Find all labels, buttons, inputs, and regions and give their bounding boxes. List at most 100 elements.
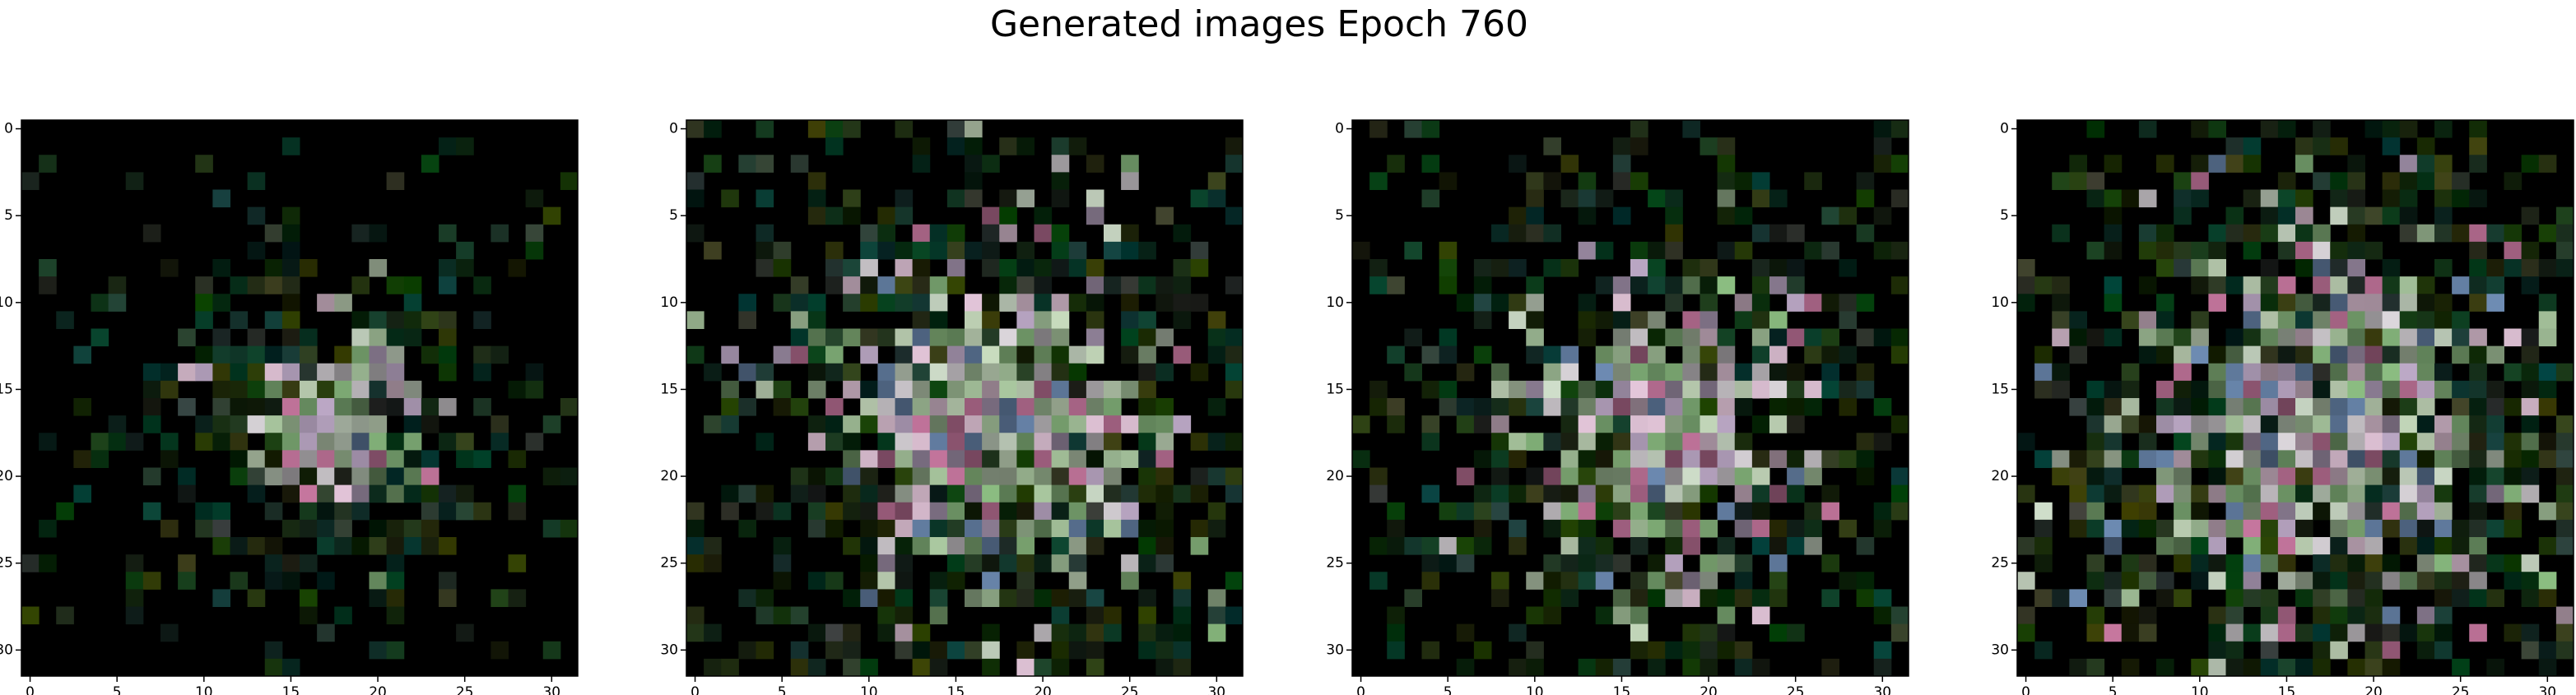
- pixel: [386, 537, 405, 555]
- pixel: [2243, 623, 2262, 642]
- pixel: [1682, 433, 1700, 451]
- pixel: [300, 519, 318, 538]
- pixel: [2347, 554, 2365, 572]
- pixel: [281, 206, 300, 225]
- pixel: [1207, 467, 1226, 486]
- pixel: [2555, 224, 2574, 243]
- pixel: [300, 450, 318, 468]
- pixel: [2156, 259, 2174, 277]
- pixel: [999, 450, 1017, 468]
- pixel: [1473, 484, 1492, 503]
- pixel: [2243, 398, 2262, 416]
- pixel: [300, 380, 318, 399]
- pixel: [230, 398, 249, 416]
- pixel: [1016, 502, 1035, 521]
- pixel: [1086, 380, 1104, 399]
- pixel: [946, 241, 965, 260]
- pixel: [2452, 519, 2470, 538]
- pixel: [2191, 484, 2209, 503]
- pixel: [2225, 450, 2244, 468]
- pixel: [929, 537, 948, 555]
- pixel: [1648, 276, 1666, 294]
- pixel: [843, 433, 861, 451]
- pixel: [1700, 519, 1718, 538]
- pixel: [877, 484, 895, 503]
- pixel: [2313, 502, 2331, 521]
- pixel: [2138, 519, 2157, 538]
- pixel: [756, 606, 774, 625]
- pixel: [1717, 589, 1736, 607]
- pixel: [843, 623, 861, 642]
- figure-title: Generated images Epoch 760: [990, 3, 1528, 45]
- pixel: [2260, 606, 2279, 625]
- pixel: [1648, 433, 1666, 451]
- pixel: [1086, 328, 1104, 347]
- pixel: [825, 433, 844, 451]
- pixel: [738, 589, 756, 607]
- pixel: [965, 398, 983, 416]
- pixel: [1648, 589, 1666, 607]
- pixel: [2121, 606, 2140, 625]
- pixel: [2382, 120, 2401, 138]
- pixel: [929, 519, 948, 538]
- pixel: [2330, 398, 2348, 416]
- pixel: [2191, 380, 2209, 399]
- pixel: [1839, 259, 1858, 277]
- pixel: [2277, 554, 2296, 572]
- pixel: [281, 572, 300, 590]
- pixel: [2347, 259, 2365, 277]
- pixel: [2399, 363, 2418, 382]
- pixel: [895, 241, 914, 260]
- pixel: [195, 502, 213, 521]
- pixel: [2330, 328, 2348, 347]
- pixel: [2486, 450, 2504, 468]
- pixel: [2104, 467, 2123, 486]
- pixel: [1086, 641, 1104, 660]
- y-tick-label: 5: [1335, 207, 1344, 224]
- pixel: [790, 345, 809, 364]
- pixel: [1612, 467, 1631, 486]
- pixel: [2330, 554, 2348, 572]
- pixel: [2104, 189, 2123, 208]
- x-tick-label: 5: [1444, 684, 1453, 695]
- pixel: [1086, 502, 1104, 521]
- pixel: [860, 259, 878, 277]
- pixel: [999, 259, 1017, 277]
- pixel: [2121, 363, 2140, 382]
- pixel: [982, 259, 1000, 277]
- pixel: [1068, 363, 1087, 382]
- pixel: [1751, 189, 1770, 208]
- pixel: [317, 467, 335, 486]
- y-tick-label: 30: [1326, 642, 1344, 658]
- pixel: [2052, 328, 2070, 347]
- pixel: [1421, 554, 1440, 572]
- pixel: [1648, 241, 1666, 260]
- pixel: [982, 589, 1000, 607]
- pixel: [2452, 415, 2470, 433]
- pixel: [982, 345, 1000, 364]
- pixel: [403, 433, 422, 451]
- pixel: [790, 328, 809, 347]
- pixel: [2382, 467, 2401, 486]
- pixel: [686, 224, 704, 243]
- pixel: [2486, 380, 2504, 399]
- pixel: [1682, 415, 1700, 433]
- pixel: [2174, 206, 2192, 225]
- x-tick-label: 25: [1121, 684, 1139, 695]
- pixel: [2399, 206, 2418, 225]
- pixel: [1630, 537, 1648, 555]
- pixel: [2225, 554, 2244, 572]
- pixel: [1612, 658, 1631, 677]
- pixel: [1121, 450, 1139, 468]
- pixel: [2295, 537, 2313, 555]
- pixel: [773, 502, 792, 521]
- pixel: [1473, 641, 1492, 660]
- pixel: [912, 658, 931, 677]
- pixel: [2225, 276, 2244, 294]
- pixel: [1138, 398, 1156, 416]
- pixel: [1034, 502, 1053, 521]
- pixel: [247, 415, 266, 433]
- pixel: [2416, 502, 2435, 521]
- pixel: [2086, 623, 2105, 642]
- pixel: [1751, 345, 1770, 364]
